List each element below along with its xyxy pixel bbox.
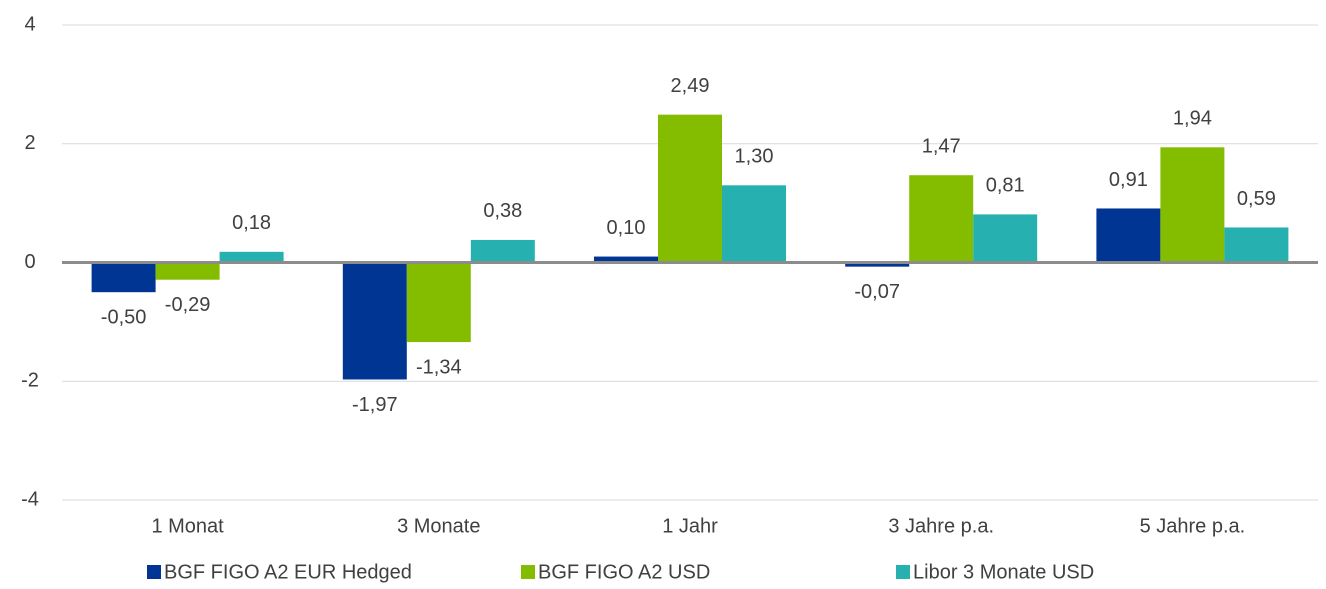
bar (845, 262, 910, 267)
value-label: 2,49 (671, 75, 710, 97)
legend-label: Libor 3 Monate USD (913, 561, 1094, 583)
x-tick-label: 3 Jahre p.a. (888, 515, 994, 537)
bar (1160, 147, 1225, 263)
value-label: -0,07 (854, 281, 900, 303)
value-label: 0,38 (483, 200, 522, 222)
bar (219, 251, 284, 263)
value-label: -0,29 (165, 294, 211, 316)
bar (722, 185, 786, 263)
value-label: 1,94 (1173, 108, 1212, 130)
bar (973, 214, 1038, 263)
x-tick-label: 3 Monate (397, 515, 480, 537)
value-label: 0,10 (607, 217, 646, 239)
bar (1096, 208, 1161, 263)
bar (594, 256, 658, 263)
y-tick-label: 4 (24, 13, 35, 35)
value-label: 0,59 (1237, 188, 1276, 210)
bar (1224, 227, 1289, 263)
legend-swatch (896, 565, 910, 579)
legend-swatch (147, 565, 161, 579)
value-label: -1,97 (352, 394, 398, 416)
bar (91, 262, 156, 293)
y-tick-label: 0 (24, 251, 35, 273)
value-label: 0,91 (1109, 169, 1148, 191)
y-tick-label: -4 (21, 488, 39, 510)
bar (909, 175, 974, 263)
value-label: 0,18 (232, 212, 271, 234)
bar (470, 239, 535, 263)
legend-swatch (521, 565, 535, 579)
bar (342, 262, 407, 380)
value-label: 0,81 (986, 175, 1025, 197)
bar (406, 262, 471, 343)
legend-label: BGF FIGO A2 EUR Hedged (164, 561, 412, 583)
bar (658, 114, 722, 263)
value-label: 1,47 (922, 136, 961, 158)
x-tick-label: 5 Jahre p.a. (1140, 515, 1246, 537)
value-label: 1,30 (735, 146, 774, 168)
value-label: -1,34 (416, 356, 462, 378)
x-tick-label: 1 Jahr (662, 515, 718, 537)
bar (155, 262, 220, 280)
value-label: -0,50 (101, 306, 147, 328)
y-tick-label: 2 (24, 132, 35, 154)
x-tick-label: 1 Monat (151, 515, 224, 537)
y-tick-label: -2 (21, 370, 39, 392)
legend-label: BGF FIGO A2 USD (538, 561, 710, 583)
